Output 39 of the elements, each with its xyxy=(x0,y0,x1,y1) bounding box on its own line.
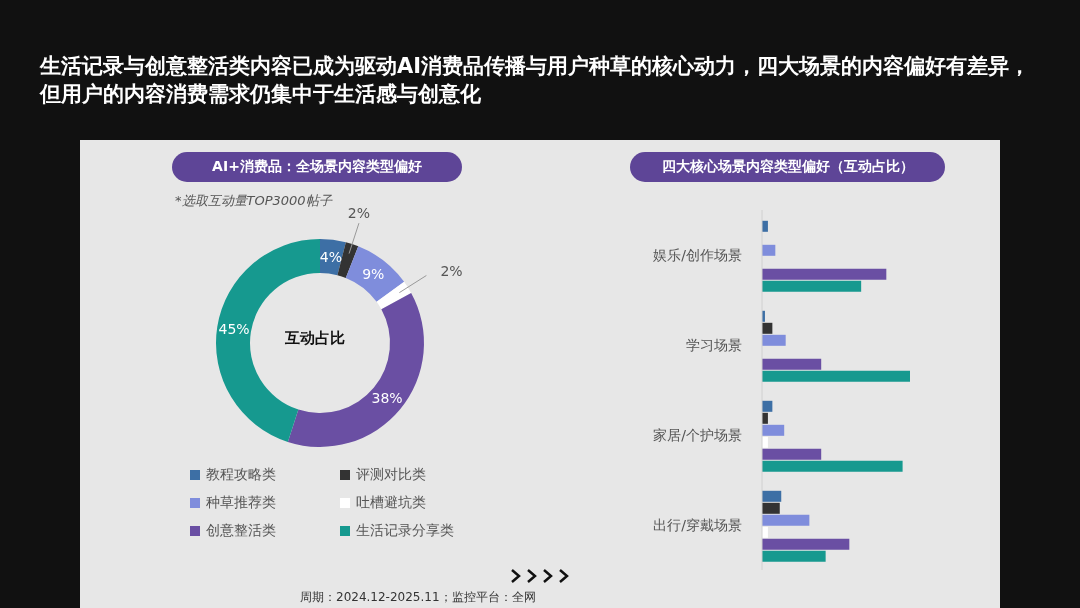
legend-label: 评测对比类 xyxy=(355,466,427,484)
bar xyxy=(762,514,810,526)
data-label: 45% xyxy=(218,321,250,338)
text: 生活记录与创意整活类内容已成为驱动AI消费品传播与用户种草的核心动力，四大场景的内容偏好有差异，但用户的内容消费需求仍集中于生活感与创意化 xyxy=(40,53,1032,108)
bar xyxy=(762,448,822,460)
bar xyxy=(762,370,910,382)
bar xyxy=(762,280,862,292)
bar xyxy=(762,502,780,514)
legend-label: 吐槽避坑类 xyxy=(355,494,427,512)
donut-slice xyxy=(345,246,405,302)
y-tick-label: 家居/个护场景 xyxy=(653,426,742,443)
text: 周期：2024.12-2025.11；监控平台：全网 xyxy=(300,589,536,606)
legend-label: 教程攻略类 xyxy=(205,466,277,484)
chart-title: 四大核心场景内容类型偏好（互动占比） xyxy=(630,152,945,182)
legend-label: 创意整活类 xyxy=(205,522,277,540)
donut-slice xyxy=(376,281,412,310)
text: *选取互动量TOP3000帖子 xyxy=(175,192,332,210)
text: 互动占比 xyxy=(284,329,345,347)
bar xyxy=(762,538,850,550)
data-label: 38% xyxy=(371,390,403,407)
data-label: 9% xyxy=(362,266,385,283)
bar xyxy=(762,490,782,502)
bar xyxy=(762,424,785,436)
donut-slice xyxy=(287,292,424,447)
bar xyxy=(762,550,826,562)
data-label: 2% xyxy=(440,263,463,280)
y-tick-label: 学习场景 xyxy=(686,336,742,353)
legend-label: 生活记录分享类 xyxy=(355,522,455,540)
y-tick-label: 娱乐/创作场景 xyxy=(653,246,742,263)
bar xyxy=(762,268,887,280)
bar xyxy=(762,334,786,346)
chart-subtitle: AI+消费品：全场景内容类型偏好 xyxy=(172,152,462,182)
y-tick-label: 出行/穿戴场景 xyxy=(653,516,742,533)
data-label: 4% xyxy=(319,248,343,265)
data-label: 2% xyxy=(347,205,371,222)
bar xyxy=(762,358,822,370)
bar xyxy=(762,244,776,256)
bar xyxy=(762,460,903,472)
legend-label: 种草推荐类 xyxy=(205,494,277,512)
